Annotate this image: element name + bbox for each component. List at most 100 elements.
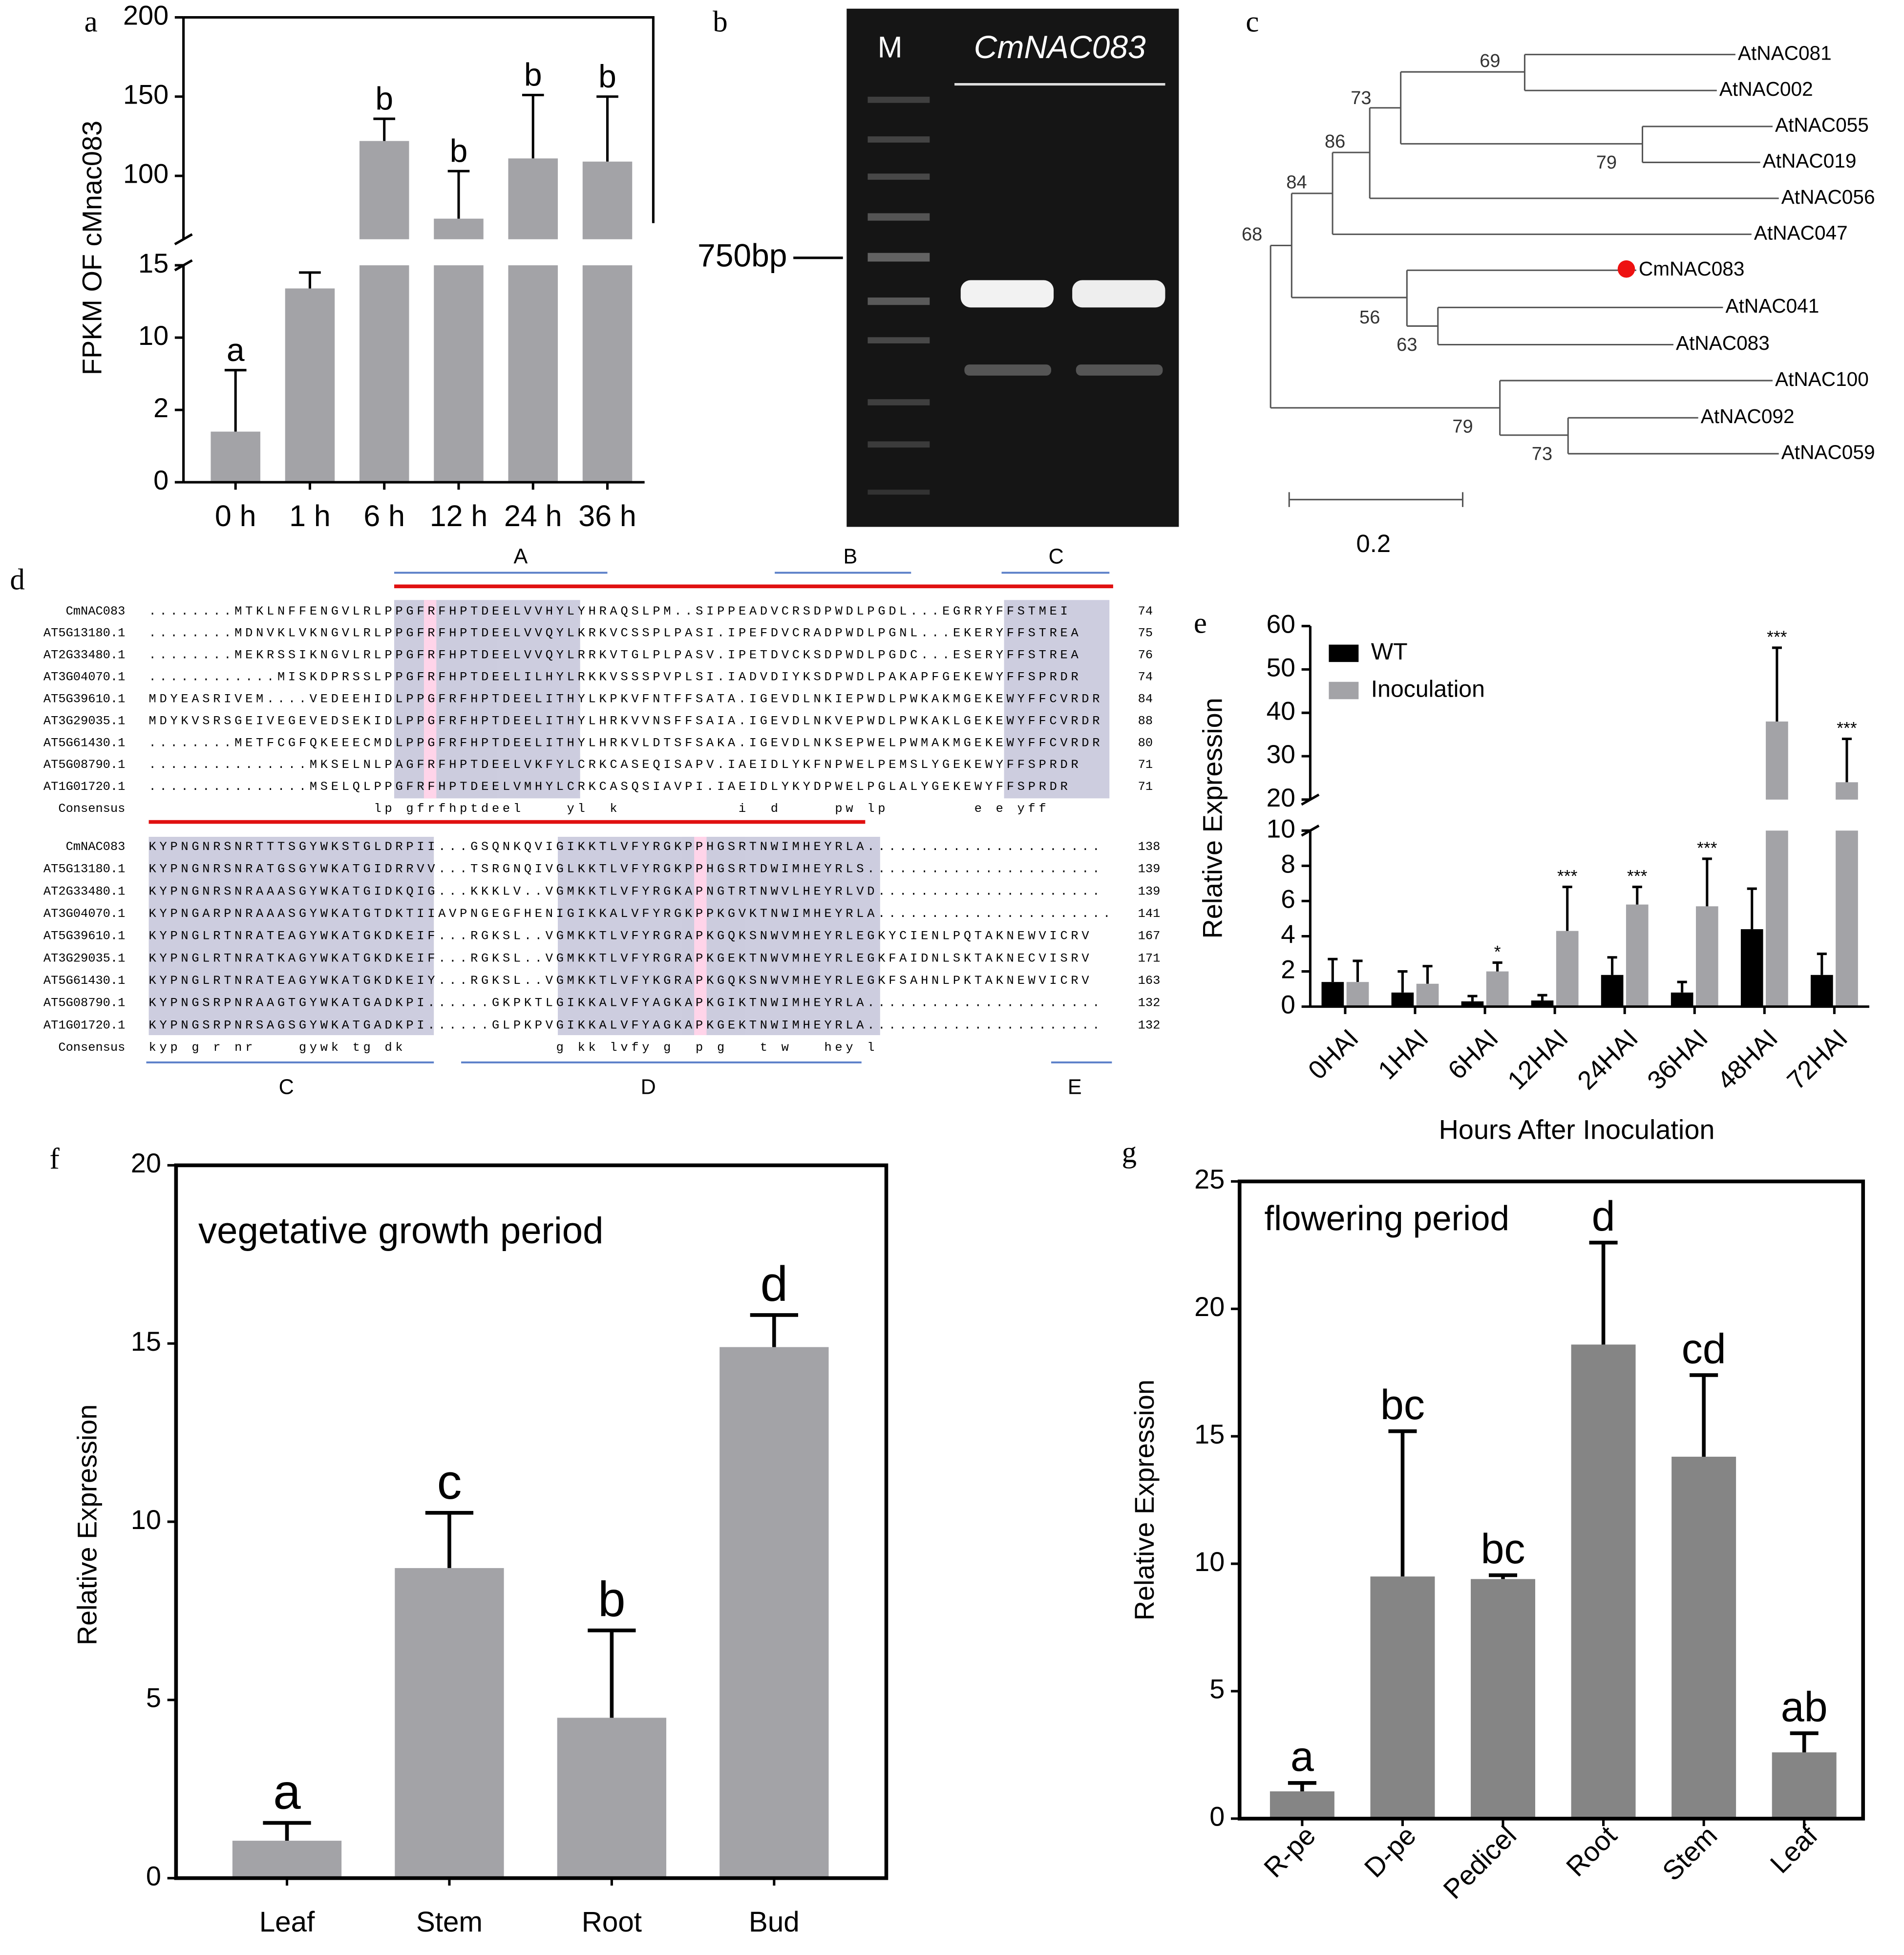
significance-label: * <box>1494 942 1501 961</box>
error-bar <box>1288 1781 1316 1792</box>
bar <box>1370 1576 1435 1819</box>
error-bar <box>1841 737 1852 783</box>
sequence-name: AT3G04070.1 <box>43 907 125 921</box>
y-tick-label: 6 <box>1281 885 1295 914</box>
sequence-name: AT3G04070.1 <box>43 670 125 684</box>
sequence: KYPNGSRPNRSAGSGYWKATGADKPI......GLPKPVGI… <box>149 1018 1100 1032</box>
sequence-name: AT5G13180.1 <box>43 626 125 640</box>
x-tick-label: 6 h <box>363 499 405 532</box>
sequence: KYPNGNRSNRATGSGYWKATGIDRRVV...TSRGNQIVGL… <box>149 862 1100 876</box>
y-tick-label: 2 <box>153 392 169 423</box>
sequence-end: 132 <box>1138 1018 1161 1032</box>
bar <box>1556 931 1579 1007</box>
error-bar <box>1589 1240 1618 1345</box>
significance-label: *** <box>1697 838 1717 858</box>
panel-label: c <box>1246 6 1259 39</box>
leaf-label: AtNAC083 <box>1676 332 1770 354</box>
sequence-name: AT5G61430.1 <box>43 736 125 750</box>
sequence-name: AT5G39610.1 <box>43 692 125 706</box>
axis-break-gap <box>1311 799 1883 831</box>
y-tick-label: 200 <box>123 0 169 30</box>
sequence-end: 141 <box>1138 907 1161 921</box>
y-tick-label: 30 <box>1267 740 1295 769</box>
y-tick-label: 0 <box>153 465 169 495</box>
band <box>1072 280 1165 308</box>
bar <box>1269 1791 1334 1819</box>
sequence-name: AT5G61430.1 <box>43 974 125 988</box>
error-bar <box>1677 980 1687 993</box>
bar <box>1626 904 1649 1007</box>
significance-label: *** <box>1557 866 1578 886</box>
bootstrap-label: 84 <box>1286 172 1307 193</box>
bootstrap-label: 56 <box>1359 307 1380 328</box>
legend-swatch <box>1329 681 1359 700</box>
bar <box>395 1568 504 1878</box>
sequence-name: AT5G13180.1 <box>43 862 125 876</box>
y-tick-label: 0 <box>1209 1801 1225 1832</box>
sequence-name: AT2G33480.1 <box>43 648 125 662</box>
region-label: C <box>279 1076 294 1099</box>
panel-label: d <box>10 564 24 596</box>
error-bar <box>1747 887 1757 930</box>
error-bar <box>1562 886 1572 931</box>
x-tick-label: 1 h <box>289 499 331 532</box>
sequence: KYPNGNRSNRTTTSGYWKSTGLDRPII...GSQNKQVIGI… <box>149 840 1100 854</box>
error-bar <box>1790 1731 1819 1753</box>
y-tick-label: 20 <box>1194 1291 1225 1322</box>
significance-label: a <box>1290 1733 1314 1780</box>
error-bar <box>1397 970 1408 993</box>
sequence-end: 76 <box>1138 648 1153 662</box>
x-tick-label: Leaf <box>259 1906 315 1938</box>
error-bar <box>1492 961 1502 972</box>
leaf-label: AtNAC059 <box>1781 441 1875 464</box>
y-tick-label: 10 <box>1194 1546 1225 1577</box>
scale-label: 0.2 <box>1356 530 1391 557</box>
sequence-end: 84 <box>1138 692 1153 706</box>
significance-label: bc <box>1380 1381 1425 1428</box>
error-bar <box>1772 646 1782 722</box>
sequence-end: 74 <box>1138 604 1153 618</box>
panel-label: e <box>1194 607 1207 640</box>
sequence-end: 80 <box>1138 736 1153 750</box>
region-label: D <box>641 1076 656 1099</box>
gel-image <box>846 8 1179 527</box>
sequence: KYPNGNRSNRAAASGYWKATGIDKQIG...KKKLV..VGM… <box>149 884 1100 898</box>
error-bar <box>224 369 247 432</box>
region-label: E <box>1068 1076 1082 1099</box>
significance-label: d <box>761 1256 788 1312</box>
sequence-end: 71 <box>1138 780 1153 794</box>
leaf-label: AtNAC047 <box>1754 221 1848 244</box>
y-axis-label: Relative Expression <box>1129 1380 1160 1620</box>
bar <box>719 1347 829 1878</box>
y-tick-label: 15 <box>138 248 169 278</box>
significance-label: ab <box>1781 1683 1828 1730</box>
y-tick-label: 0 <box>1281 991 1295 1020</box>
y-tick-label: 15 <box>1194 1419 1225 1449</box>
panel-label: f <box>50 1143 60 1175</box>
sequence: ........METFCGFQKEEECMDLPPGFRFHPTDEELITH… <box>149 736 1100 750</box>
significance-label: *** <box>1627 866 1648 886</box>
lane-label: M <box>878 31 903 64</box>
lane-label: CmNAC083 <box>974 29 1146 65</box>
marker-label: 750bp <box>698 237 787 273</box>
y-tick-label: 4 <box>1281 920 1295 949</box>
bar <box>1461 1001 1484 1007</box>
bootstrap-label: 86 <box>1325 131 1345 152</box>
bootstrap-label: 73 <box>1351 88 1371 108</box>
sequence-end: 171 <box>1138 951 1161 965</box>
error-bar <box>263 1821 311 1841</box>
panel-label: g <box>1122 1136 1137 1169</box>
sequence-end: 139 <box>1138 862 1161 876</box>
x-tick-label: 24 h <box>504 499 562 532</box>
error-bar <box>1422 965 1433 984</box>
legend-label: Inoculation <box>1371 676 1485 702</box>
bar <box>1766 721 1788 1007</box>
plot-frame <box>1237 1179 1865 1821</box>
bar <box>1471 1579 1536 1819</box>
sequence-end: 132 <box>1138 996 1161 1010</box>
y-tick-label: 25 <box>1194 1164 1225 1194</box>
x-axis-label: Hours After Inoculation <box>1439 1114 1715 1145</box>
significance-label: b <box>375 80 393 116</box>
sequence-name: AT5G08790.1 <box>43 996 125 1010</box>
x-tick-label: 0 h <box>215 499 256 532</box>
